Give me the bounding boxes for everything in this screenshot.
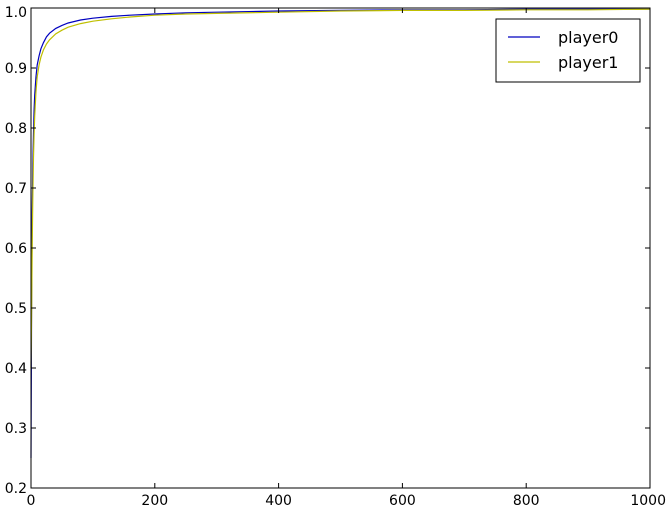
x-tick-label: 1000 [630,493,666,509]
series-line-player1 [30,8,651,369]
y-tick-label: 0.3 [5,421,27,437]
legend-box [495,18,641,83]
y-tick-label: 0.4 [5,361,27,377]
series-line-player0 [30,8,650,459]
x-tick-label: 600 [389,493,416,509]
y-tick-label: 0.8 [5,121,27,137]
x-tick-label: 800 [513,493,540,509]
x-tick-label: 200 [141,493,168,509]
legend: player0 player1 [495,18,641,83]
legend-label-player1: player1 [558,53,618,72]
x-tick-label: 0 [27,493,36,509]
y-tick-label: 0.6 [5,241,27,257]
x-tick-label: 400 [265,493,292,509]
plot-marks [30,8,651,459]
y-tick-label: 0.7 [5,181,27,197]
y-tick-label: 1.0 [5,5,27,21]
legend-label-player0: player0 [558,28,618,47]
y-tick-label: 0.5 [5,301,27,317]
y-tick-label: 0.9 [5,61,27,77]
y-tick-label: 0.2 [5,481,27,497]
axis-ticks: 0 200 400 600 800 1000 0.2 0.3 0.4 0.5 0.6 0.7 0.8 0.… [5,5,666,509]
